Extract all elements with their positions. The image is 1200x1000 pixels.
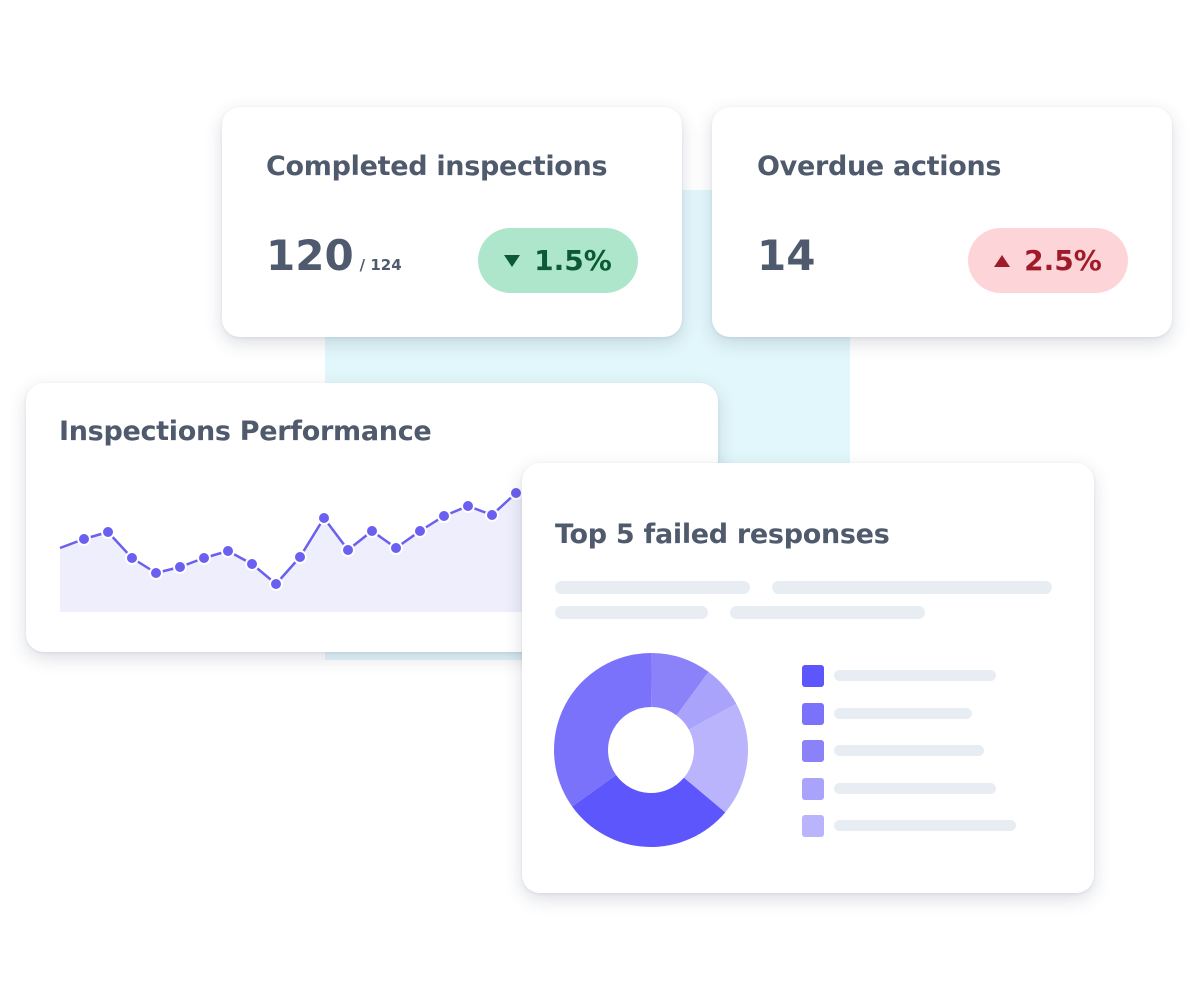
donut-chart [554,653,748,847]
donut-segment [651,653,709,716]
line-point [485,508,499,522]
line-point [197,551,211,565]
line-point [101,525,115,539]
line-point [125,551,139,565]
placeholder [834,707,972,719]
kpi-value: 14 [757,231,815,280]
kpi-badge: 1.5% [478,228,638,293]
placeholder [555,606,708,619]
line-point [149,566,163,580]
legend-swatch [802,815,824,837]
placeholder [834,782,996,794]
line-point [173,560,187,574]
arrow-shape [504,254,521,267]
trend-arrow [504,254,521,267]
kpi-change: 1.5% [534,244,612,277]
placeholder [834,745,984,756]
arrow-shape [994,254,1011,267]
donut-segment [676,671,737,730]
placeholder [555,581,750,594]
donut-segment [683,703,748,813]
legend-swatch [802,777,824,800]
line-point [293,550,307,564]
line-point [461,499,475,513]
kpi-total: / 124 [359,256,402,274]
legend-swatch [802,665,824,687]
failed-card: Top 5 failed responses [522,463,1094,893]
placeholder [834,820,1016,831]
line-point [413,524,427,538]
kpi-card: Completed inspections 120 / 124 1.5% [222,107,682,337]
trend-arrow [994,254,1011,267]
donut-segment [572,775,726,847]
card-title: Top 5 failed responses [555,519,890,550]
line-point [389,541,403,555]
line-point [245,557,259,571]
placeholder [834,670,996,681]
placeholder [730,606,925,619]
legend-swatch [802,740,824,762]
kpi-change: 2.5% [1024,244,1102,277]
line-point [509,486,523,500]
line-point [365,524,379,538]
kpi-badge: 2.5% [968,228,1128,293]
kpi-number: 14 [757,231,816,280]
line-point [77,532,91,546]
kpi-value: 120 / 124 [266,231,402,280]
placeholder [772,581,1052,594]
kpi-number: 120 [266,231,354,280]
kpi-title: Overdue actions [757,151,1002,182]
line-point [221,544,235,558]
line-point [317,511,331,525]
line-point [437,509,451,523]
card-title: Inspections Performance [59,416,432,447]
legend-swatch [802,702,824,725]
line-point [269,577,283,591]
line-point [341,543,355,557]
donut-segment [554,653,652,807]
kpi-card: Overdue actions 14 2.5% [712,107,1172,337]
kpi-title: Completed inspections [266,151,608,182]
